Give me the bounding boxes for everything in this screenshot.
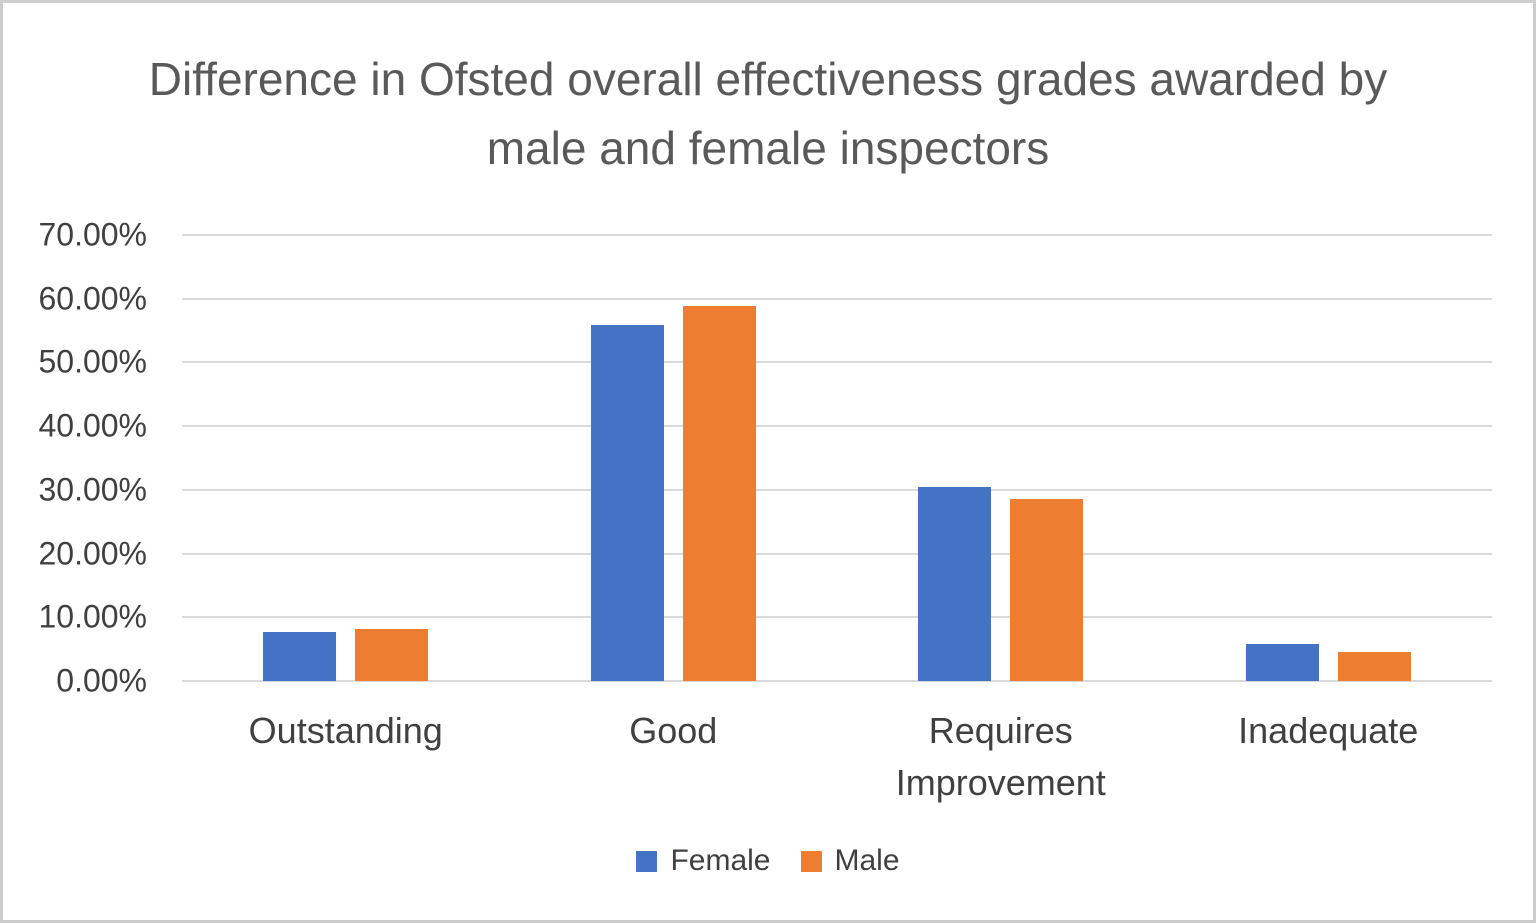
plot-area — [182, 234, 1492, 682]
legend-swatch-female — [636, 850, 658, 872]
y-tick-label: 20.00% — [38, 535, 147, 572]
gridline — [182, 488, 1492, 491]
gridline — [182, 297, 1492, 300]
bar-female-outstanding — [263, 631, 337, 681]
y-axis-tick-labels: 0.00% 10.00% 20.00% 30.00% 40.00% 50.00%… — [13, 217, 147, 699]
x-label-good: Good — [629, 710, 718, 751]
y-tick-label: 50.00% — [38, 343, 147, 380]
gridline — [182, 552, 1492, 555]
x-label-inadequate: Inadequate — [1238, 710, 1419, 751]
gridline — [182, 425, 1492, 428]
legend-item-female: Female — [636, 844, 771, 878]
legend-item-male: Male — [800, 844, 900, 878]
chart-legend: Female Male — [3, 844, 1533, 878]
gridline — [182, 361, 1492, 364]
y-tick-label: 40.00% — [38, 407, 147, 444]
y-tick-label: 0.00% — [56, 662, 147, 699]
legend-swatch-male — [800, 850, 822, 872]
y-tick-label: 60.00% — [38, 280, 147, 317]
bar-male-good — [682, 306, 756, 681]
gridline — [182, 616, 1492, 619]
bar-group-inadequate — [1165, 235, 1493, 681]
bar-female-good — [590, 324, 664, 681]
bar-group-outstanding — [182, 235, 510, 681]
legend-label-female: Female — [670, 844, 771, 877]
x-label-requires-improvement: Requires Improvement — [895, 710, 1106, 804]
bar-male-outstanding — [355, 629, 429, 681]
x-axis-category-labels: Outstanding Good Requires Improvement In… — [182, 705, 1492, 809]
bar-female-inadequate — [1245, 644, 1319, 681]
bar-female-requires-improvement — [918, 486, 992, 681]
y-tick-label: 30.00% — [38, 471, 147, 508]
chart-title: Difference in Ofsted overall effectivene… — [148, 53, 1388, 174]
bar-male-requires-improvement — [1010, 498, 1084, 681]
x-label-outstanding: Outstanding — [248, 710, 443, 751]
bar-group-requires-improvement — [837, 235, 1165, 681]
bar-male-inadequate — [1337, 652, 1411, 681]
gridline — [182, 680, 1492, 682]
gridline — [182, 234, 1492, 236]
y-tick-label: 10.00% — [38, 598, 147, 635]
legend-label-male: Male — [834, 844, 900, 877]
y-tick-label: 70.00% — [38, 216, 147, 253]
bar-groups — [182, 235, 1492, 681]
bar-group-good — [510, 235, 838, 681]
